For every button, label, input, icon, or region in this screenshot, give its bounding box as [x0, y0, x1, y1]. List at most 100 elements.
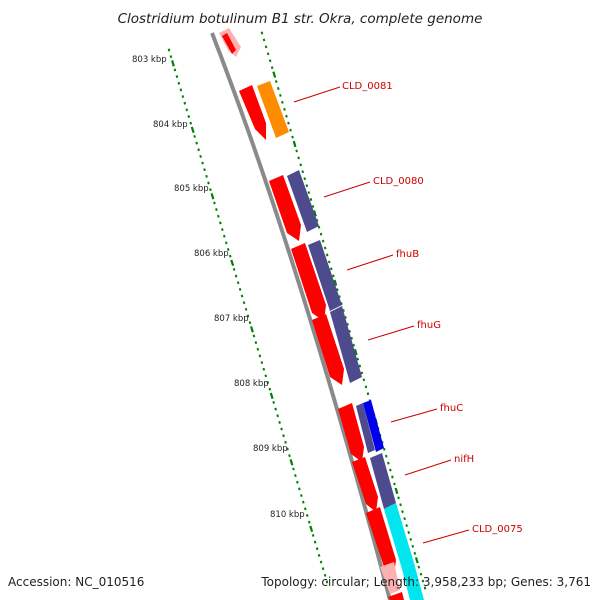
outer-minor-tick [291, 135, 294, 139]
inner-minor-tick [278, 420, 281, 424]
outer-minor-tick [413, 551, 417, 555]
inner-minor-tick [221, 228, 224, 231]
feature-cld0075 [384, 503, 414, 569]
outer-minor-tick [360, 371, 364, 375]
outer-minor-tick [277, 87, 280, 90]
gene-label: fhuG [417, 320, 441, 331]
inner-minor-tick [300, 494, 303, 497]
inner-minor-tick [207, 181, 210, 185]
inner-minor-tick [315, 547, 319, 551]
inner-minor-tick [321, 567, 325, 571]
genome-summary-text: Topology: circular; Length: 3,958,233 bp… [260, 575, 591, 589]
outer-minor-tick [405, 524, 408, 527]
inner-minor-tick [288, 454, 291, 458]
outer-minor-tick [270, 66, 274, 70]
outer-minor-tick [409, 538, 413, 541]
inner-minor-tick [199, 154, 202, 158]
inner-minor-tick [236, 281, 240, 285]
feature-cld0081 [257, 81, 289, 138]
outer-minor-tick [299, 163, 303, 167]
outer-minor-tick [362, 378, 366, 382]
inner-minor-tick [286, 447, 289, 451]
cds-arrow [338, 403, 364, 462]
kbp-tick-label: 804 kbp [153, 120, 188, 130]
cds-arrow [269, 175, 301, 241]
leader-line [293, 86, 341, 103]
outer-minor-tick [382, 447, 386, 451]
outer-minor-tick [315, 218, 319, 222]
leader-line [367, 325, 415, 341]
outer-minor-tick [327, 260, 331, 264]
cds-arrow-faded [380, 562, 400, 594]
inner-minor-tick [177, 81, 181, 85]
outer-minor-tick [329, 267, 333, 271]
inner-minor-tick [232, 268, 236, 271]
leader-line [422, 529, 470, 544]
outer-minor-tick [287, 121, 290, 125]
inner-minor-tick [183, 101, 187, 105]
outer-minor-tick [356, 357, 360, 361]
outer-minor-tick [305, 184, 309, 188]
outer-minor-tick [319, 232, 323, 236]
inner-minor-tick [242, 301, 246, 305]
inner-minor-tick [185, 108, 189, 112]
inner-minor-tick [169, 55, 173, 59]
gene-leaders [293, 86, 470, 544]
inner-minor-tick [282, 434, 285, 438]
inner-minor-tick [173, 68, 177, 72]
inner-minor-tick [302, 500, 305, 504]
outer-minor-tick [338, 295, 341, 299]
inner-minor-tick [254, 341, 258, 345]
outer-major-tick [353, 348, 358, 356]
feature-fhug [330, 306, 362, 383]
inner-minor-tick [292, 467, 295, 471]
outer-minor-tick [352, 343, 355, 347]
inner-minor-tick [228, 254, 232, 258]
outer-major-tick [292, 140, 297, 148]
outer-major-tick [272, 71, 277, 78]
outer-minor-tick [268, 59, 272, 63]
cds-arrow [388, 592, 404, 600]
inner-minor-tick [179, 88, 183, 92]
inner-minor-tick [167, 48, 171, 52]
inner-minor-tick [303, 507, 307, 511]
inner-minor-tick [319, 560, 323, 564]
inner-minor-tick [217, 214, 220, 218]
cds-arrow [352, 457, 378, 512]
inner-minor-tick [260, 361, 264, 364]
inner-minor-tick [175, 75, 179, 79]
outer-minor-tick [311, 205, 315, 208]
kbp-tick-label: 806 kbp [194, 249, 229, 259]
outer-minor-tick [419, 572, 423, 576]
outer-tick-ring [260, 31, 427, 590]
inner-minor-tick [181, 95, 185, 98]
inner-major-tick [269, 392, 274, 400]
outer-minor-tick [387, 461, 390, 465]
kbp-labels: 803 kbp 804 kbp 805 kbp 806 kbp 807 kbp … [132, 55, 305, 520]
outer-minor-tick [384, 454, 388, 458]
outer-minor-tick [266, 52, 270, 56]
kbp-tick-label: 803 kbp [132, 55, 167, 65]
gene-label: CLD_0075 [472, 524, 523, 535]
inner-minor-tick [258, 354, 262, 358]
outer-minor-tick [421, 579, 425, 583]
inner-minor-tick [224, 241, 228, 245]
inner-minor-tick [209, 188, 212, 192]
inner-minor-tick [266, 381, 270, 384]
inner-tick-ring [167, 48, 329, 584]
inner-minor-tick [189, 121, 193, 125]
kbp-tick-label: 809 kbp [253, 444, 288, 454]
outer-minor-tick [348, 329, 351, 333]
inner-minor-tick [284, 440, 287, 444]
inner-major-tick [309, 525, 314, 533]
outer-major-tick [414, 557, 419, 564]
inner-minor-tick [219, 221, 222, 225]
accession-text: Accession: NC_010516 [8, 575, 144, 589]
inner-minor-tick [234, 274, 238, 278]
outer-minor-tick [401, 510, 404, 514]
gene-label: CLD_0080 [373, 176, 424, 187]
feature-fhuc [363, 400, 384, 452]
outer-minor-tick [285, 114, 288, 118]
inner-major-tick [190, 126, 195, 134]
